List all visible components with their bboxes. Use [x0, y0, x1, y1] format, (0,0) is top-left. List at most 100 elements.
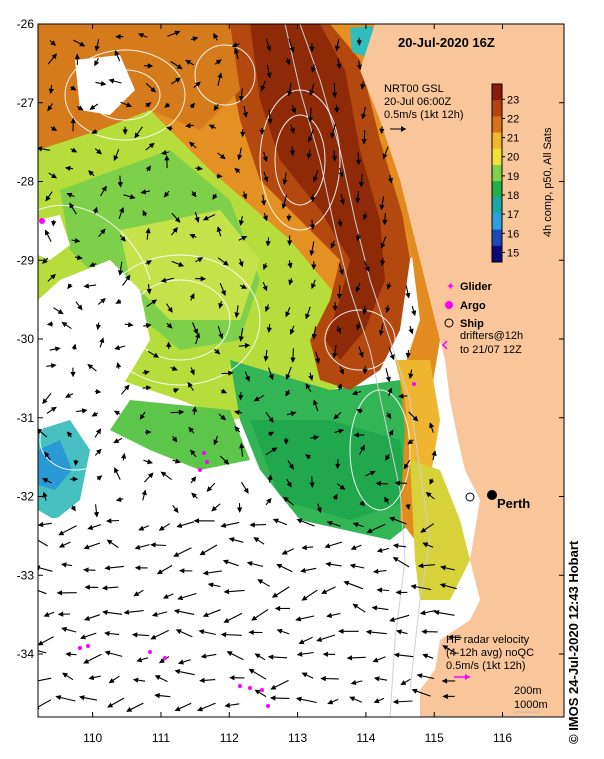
- velocity-arrow-head: [330, 132, 336, 139]
- velocity-arrow-head: [45, 229, 50, 236]
- velocity-arrow-head: [238, 220, 244, 226]
- velocity-arrow-head: [240, 131, 246, 138]
- velocity-arrow-head: [126, 706, 133, 712]
- velocity-arrow-head: [70, 371, 76, 378]
- velocity-arrow-head: [387, 177, 394, 184]
- velocity-arrow-head: [83, 544, 90, 550]
- velocity-arrow-head: [139, 413, 145, 420]
- velocity-arrow-head: [73, 460, 79, 467]
- velocity-arrow-head: [321, 589, 328, 594]
- velocity-arrow-head: [177, 659, 184, 665]
- velocity-arrow-head: [233, 409, 240, 415]
- velocity-arrow-head: [244, 342, 251, 349]
- velocity-arrow-head: [266, 72, 272, 79]
- colorbar-segment: [492, 181, 502, 198]
- velocity-arrow-head: [207, 582, 214, 588]
- velocity-arrow-head: [113, 438, 120, 444]
- velocity-arrow-head: [32, 588, 36, 591]
- velocity-arrow-head: [62, 672, 69, 678]
- velocity-arrow-head: [373, 698, 380, 704]
- velocity-arrow-head: [58, 530, 65, 536]
- velocity-arrow-head: [89, 104, 96, 110]
- velocity-arrow-head: [147, 459, 154, 465]
- credit-text: © IMOS 24-Jul-2020 12:43 Hobart: [566, 540, 581, 744]
- velocity-arrow-head: [173, 507, 179, 514]
- velocity-arrow-head: [176, 63, 183, 70]
- velocity-arrow-head: [262, 264, 268, 271]
- velocity-arrow-head: [380, 260, 386, 267]
- velocity-arrow-head: [164, 154, 170, 161]
- velocity-arrow-head: [358, 351, 364, 358]
- velocity-arrow-head: [361, 113, 367, 120]
- velocity-arrow-head: [237, 507, 243, 513]
- velocity-arrow-head: [429, 478, 435, 485]
- velocity-arrow-head: [313, 399, 318, 406]
- velocity-arrow-head: [260, 200, 267, 206]
- velocity-arrow-head: [338, 269, 344, 276]
- velocity-arrow-head: [95, 428, 102, 435]
- velocity-arrow-head: [60, 562, 67, 568]
- velocity-arrow-head: [134, 132, 140, 139]
- velocity-arrow-head: [338, 428, 345, 434]
- velocity-arrow-head: [393, 652, 400, 658]
- velocity-arrow-head: [107, 702, 114, 708]
- velocity-arrow-head: [237, 154, 243, 161]
- velocity-arrow-head: [356, 159, 362, 166]
- velocity-arrow-head: [91, 128, 98, 134]
- velocity-arrow-head: [171, 365, 178, 371]
- velocity-arrow-head: [176, 522, 183, 528]
- velocity-arrow-head: [268, 374, 274, 381]
- velocity-arrow-head: [366, 528, 373, 533]
- velocity-arrow-head: [266, 327, 272, 333]
- velocity-arrow-head: [185, 59, 192, 65]
- velocity-arrow-head: [305, 453, 311, 460]
- velocity-arrow-head: [216, 226, 222, 233]
- y-tick-label: -29: [17, 253, 35, 267]
- velocity-arrow-head: [132, 677, 139, 683]
- velocity-arrow-head: [309, 89, 315, 97]
- velocity-arrow-head: [194, 216, 200, 223]
- velocity-arrow-head: [189, 449, 196, 456]
- velocity-arrow-head: [66, 192, 73, 198]
- velocity-arrow-head: [352, 603, 359, 609]
- velocity-arrow-head: [124, 384, 130, 391]
- velocity-arrow-head: [190, 476, 197, 483]
- velocity-arrow-head: [125, 102, 132, 108]
- velocity-arrow-head: [271, 447, 278, 453]
- velocity-arrow-head: [122, 129, 128, 135]
- isobath-1000m: 1000m: [514, 699, 548, 711]
- velocity-arrow-head: [77, 254, 83, 261]
- velocity-arrow-head: [77, 304, 83, 311]
- velocity-arrow-head: [70, 85, 77, 91]
- velocity-arrow-head: [419, 610, 426, 616]
- velocity-arrow-head: [355, 197, 361, 204]
- perth-label: Perth: [497, 496, 530, 511]
- velocity-arrow-head: [416, 673, 423, 679]
- velocity-arrow-head: [211, 505, 217, 512]
- velocity-arrow-head: [337, 383, 343, 389]
- velocity-arrow-head: [221, 388, 228, 394]
- velocity-arrow-head: [283, 496, 289, 503]
- velocity-arrow-head: [422, 542, 429, 548]
- velocity-arrow-head: [197, 257, 204, 263]
- velocity-arrow-head: [127, 322, 134, 328]
- velocity-arrow-head: [175, 77, 182, 83]
- velocity-arrow-head: [289, 128, 295, 135]
- colorbar-tick-label: 23: [507, 94, 519, 106]
- velocity-arrow-head: [375, 480, 382, 487]
- velocity-arrow-head: [88, 170, 94, 176]
- velocity-arrow-head: [197, 706, 204, 712]
- velocity-arrow-head: [195, 332, 201, 339]
- velocity-arrow-head: [379, 128, 385, 135]
- velocity-arrow-head: [131, 632, 138, 638]
- velocity-arrow-head: [265, 306, 270, 313]
- velocity-arrow-head: [193, 328, 198, 335]
- velocity-arrow-head: [56, 590, 63, 596]
- velocity-arrow-head: [316, 507, 322, 513]
- velocity-arrow-head: [160, 150, 167, 156]
- velocity-arrow-head: [81, 408, 88, 414]
- velocity-arrow-head: [114, 345, 121, 351]
- ship-marker: [465, 492, 475, 502]
- colorbar-tick-label: 16: [507, 228, 519, 240]
- velocity-arrow-head: [288, 279, 294, 286]
